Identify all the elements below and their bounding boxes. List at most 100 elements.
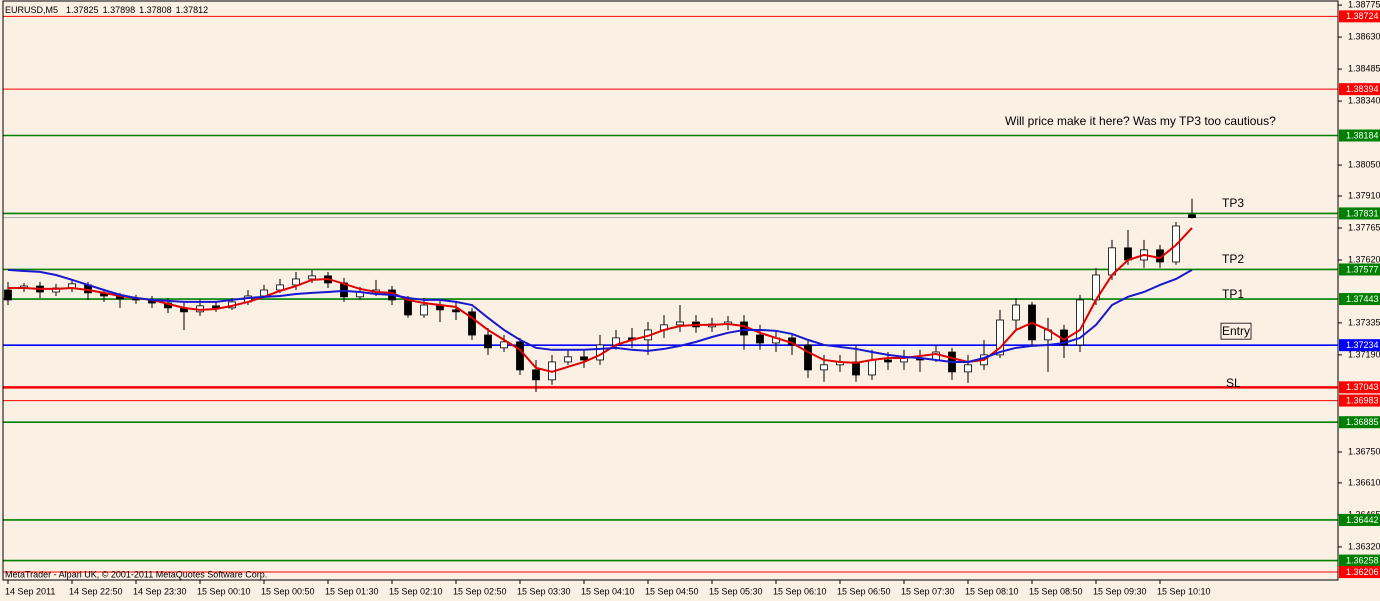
x-tick-label: 14 Sep 23:30 (133, 586, 187, 596)
annotation: Will price make it here? Was my TP3 too … (1005, 114, 1276, 128)
level-label: 1.36206 (1346, 567, 1379, 577)
x-tick-label: 15 Sep 01:30 (325, 586, 379, 596)
y-tick-label: 1.37335 (1348, 317, 1380, 327)
x-tick-label: 15 Sep 08:50 (1029, 586, 1083, 596)
candle-body (532, 369, 540, 381)
footer: MetaTrader - Alpari UK, © 2001-2011 Meta… (5, 569, 267, 579)
annotation: TP2 (1222, 252, 1244, 266)
header-close: 1.37812 (176, 5, 209, 15)
candle-body (804, 344, 812, 371)
y-tick-label: 1.37620 (1348, 254, 1380, 264)
x-tick-label: 15 Sep 02:50 (453, 586, 507, 596)
candle-body (884, 359, 892, 363)
y-tick-label: 1.36320 (1348, 541, 1380, 551)
symbol: EURUSD,M5 (5, 5, 58, 15)
x-tick-label: 15 Sep 04:10 (581, 586, 635, 596)
candle-body (756, 334, 764, 344)
candle-body (308, 275, 316, 280)
candle-body (852, 361, 860, 376)
level-label: 1.37577 (1346, 264, 1379, 274)
candle-body (1188, 214, 1196, 219)
header-high: 1.37898 (103, 5, 136, 15)
level-label: 1.37831 (1346, 208, 1379, 218)
candle-body (820, 364, 828, 371)
x-tick-label: 14 Sep 22:50 (69, 586, 123, 596)
level-label: 1.37043 (1346, 382, 1379, 392)
level-label: 1.36885 (1346, 417, 1379, 427)
y-tick-label: 1.38050 (1348, 159, 1380, 169)
x-tick-label: 15 Sep 00:10 (197, 586, 251, 596)
y-tick-label: 1.38485 (1348, 63, 1380, 73)
annotation: Entry (1222, 324, 1250, 338)
level-box (1339, 207, 1380, 220)
x-tick-label: 15 Sep 10:10 (1157, 586, 1211, 596)
level-label: 1.38724 (1346, 11, 1379, 21)
x-tick-label: 14 Sep 2011 (5, 586, 55, 596)
level-box (1339, 83, 1380, 96)
level-box (1339, 381, 1380, 394)
annotation: TP3 (1222, 196, 1244, 210)
x-tick-label: 15 Sep 08:10 (965, 586, 1019, 596)
header-low: 1.37808 (139, 5, 172, 15)
plot-frame (2, 0, 1339, 581)
candle-body (676, 321, 684, 326)
candle-body (740, 321, 748, 336)
moving-average (7, 268, 1193, 363)
candle-body (1108, 247, 1116, 276)
y-tick-label: 1.37190 (1348, 349, 1380, 359)
candle-body (452, 309, 460, 313)
level-label: 1.36258 (1346, 555, 1379, 565)
y-tick-label: 1.37910 (1348, 190, 1380, 200)
x-tick-label: 15 Sep 03:30 (517, 586, 571, 596)
annotation: TP1 (1222, 287, 1244, 301)
candle-body (964, 364, 972, 373)
candle-body (212, 305, 220, 309)
level-label: 1.36983 (1346, 395, 1379, 405)
level-box (1339, 129, 1380, 142)
candle-body (292, 278, 300, 286)
moving-average (8, 227, 1193, 373)
y-tick-label: 1.38340 (1348, 95, 1380, 105)
candle-body (580, 356, 588, 361)
candle-body (516, 341, 524, 371)
candle-body (484, 334, 492, 349)
level-box (1339, 263, 1380, 276)
x-tick-label: 15 Sep 06:50 (837, 586, 891, 596)
candle-body (564, 356, 572, 363)
level-box (1339, 554, 1380, 567)
annotation-box (1220, 322, 1252, 340)
x-tick-label: 15 Sep 07:30 (901, 586, 955, 596)
level-box (1339, 513, 1380, 526)
candle-body (468, 311, 476, 336)
candle-body (1012, 304, 1020, 321)
x-tick-label: 15 Sep 04:50 (645, 586, 699, 596)
level-box (1339, 10, 1380, 23)
y-tick-label: 1.38630 (1348, 31, 1380, 41)
y-tick-label: 1.37765 (1348, 222, 1380, 232)
header-open: 1.37825 (66, 5, 99, 15)
x-tick-label: 15 Sep 06:10 (773, 586, 827, 596)
x-tick-label: 15 Sep 05:30 (709, 586, 763, 596)
annotation: SL (1226, 376, 1241, 390)
level-box (1339, 339, 1380, 352)
symbol-header: EURUSD,M5 1.37825 1.37898 1.37808 1.37812 (5, 5, 208, 15)
candle-body (420, 304, 428, 316)
level-box (1339, 394, 1380, 407)
candle-body (404, 299, 412, 316)
x-tick-label: 15 Sep 02:10 (389, 586, 443, 596)
y-tick-label: 1.36610 (1348, 477, 1380, 487)
candle-body (996, 319, 1004, 356)
x-tick-label: 15 Sep 09:30 (1093, 586, 1147, 596)
level-box (1339, 416, 1380, 429)
level-label: 1.36442 (1346, 515, 1379, 525)
level-box (1339, 566, 1380, 579)
candle-body (868, 359, 876, 376)
y-tick-label: 1.36750 (1348, 446, 1380, 456)
level-label: 1.38394 (1346, 84, 1379, 94)
level-label: 1.37234 (1346, 340, 1379, 350)
level-box (1339, 293, 1380, 306)
candle-body (4, 289, 12, 301)
